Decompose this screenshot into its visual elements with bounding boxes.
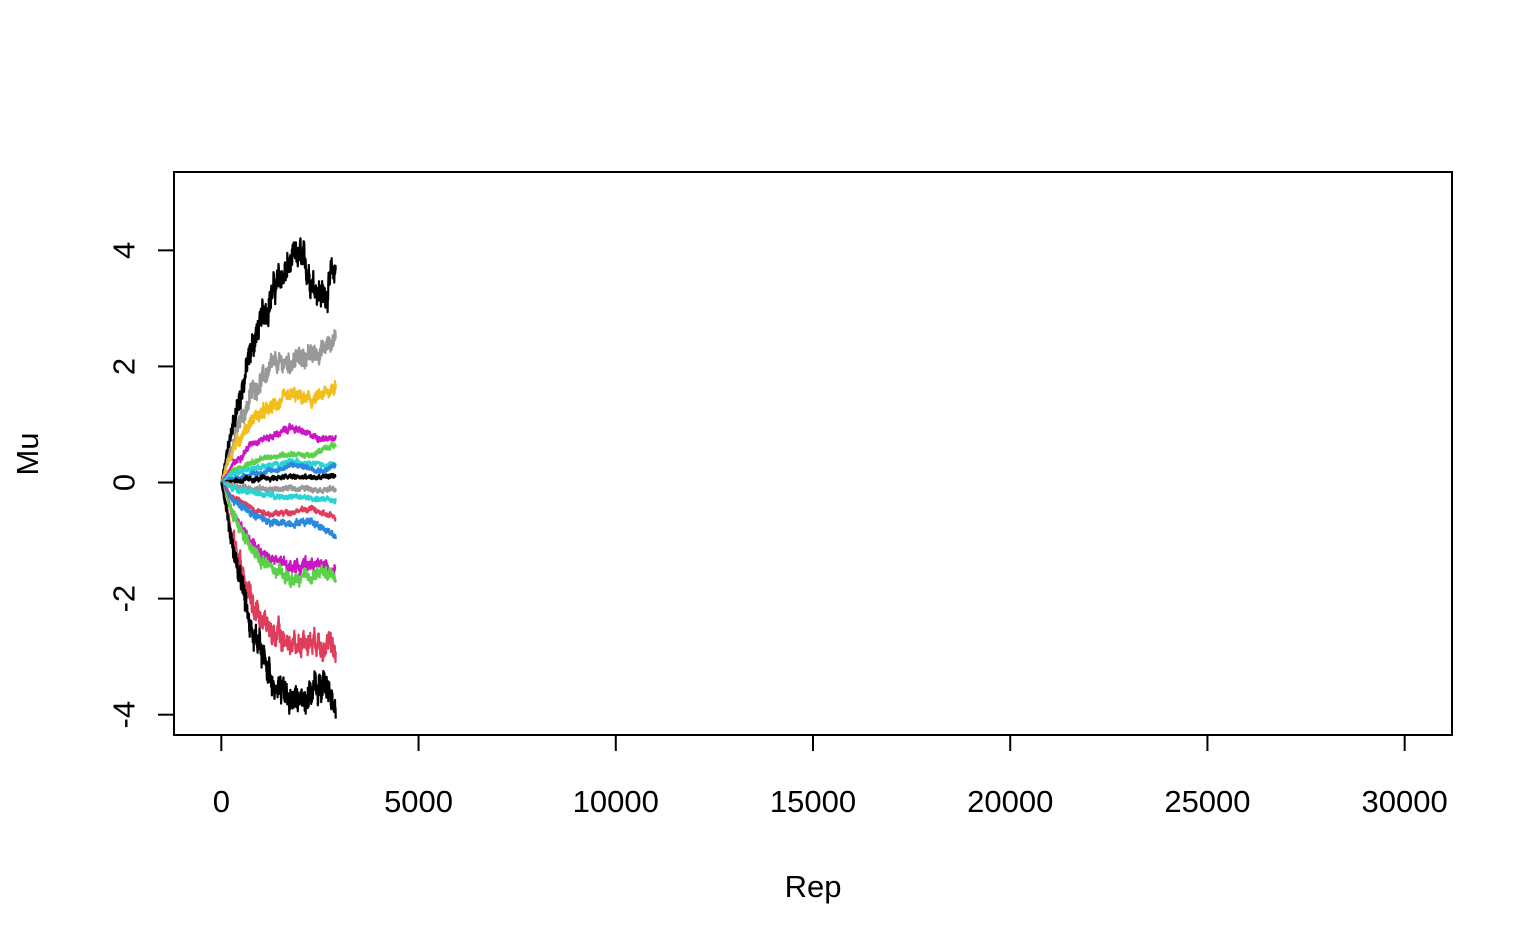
x-tick-label: 5000 xyxy=(384,784,453,819)
x-tick-label: 20000 xyxy=(967,784,1053,819)
series-line-1 xyxy=(220,237,337,483)
y-tick-label: -4 xyxy=(107,701,142,729)
x-tick-label: 30000 xyxy=(1362,784,1448,819)
series-line-12 xyxy=(220,481,337,540)
x-tick-label: 10000 xyxy=(573,784,659,819)
series-line-16 xyxy=(220,482,337,719)
x-tick-label: 25000 xyxy=(1164,784,1250,819)
series-line-15 xyxy=(220,482,337,664)
series-line-3 xyxy=(220,380,337,483)
y-axis-title: Mu xyxy=(10,432,45,475)
x-axis-title: Rep xyxy=(785,869,842,904)
y-tick-label: 4 xyxy=(107,242,142,259)
y-tick-label: 2 xyxy=(107,358,142,375)
series-layer xyxy=(220,237,337,719)
series-line-2 xyxy=(220,329,337,483)
series-line-4 xyxy=(220,422,337,484)
x-axis: 0 5000 10000 15000 20000 25000 30000 xyxy=(213,734,1448,819)
series-line-10 xyxy=(220,481,337,505)
plot-frame xyxy=(173,171,1453,736)
series-line-8 xyxy=(220,472,337,485)
series-line-6 xyxy=(220,457,337,484)
x-tick-label: 0 xyxy=(213,784,230,819)
series-line-14 xyxy=(220,482,337,589)
series-line-11 xyxy=(220,481,337,522)
y-axis: -4 -2 0 2 4 xyxy=(107,242,175,729)
series-line-5 xyxy=(220,441,337,484)
y-tick-label: -2 xyxy=(107,585,142,613)
y-tick-label: 0 xyxy=(107,474,142,491)
x-tick-label: 15000 xyxy=(770,784,856,819)
